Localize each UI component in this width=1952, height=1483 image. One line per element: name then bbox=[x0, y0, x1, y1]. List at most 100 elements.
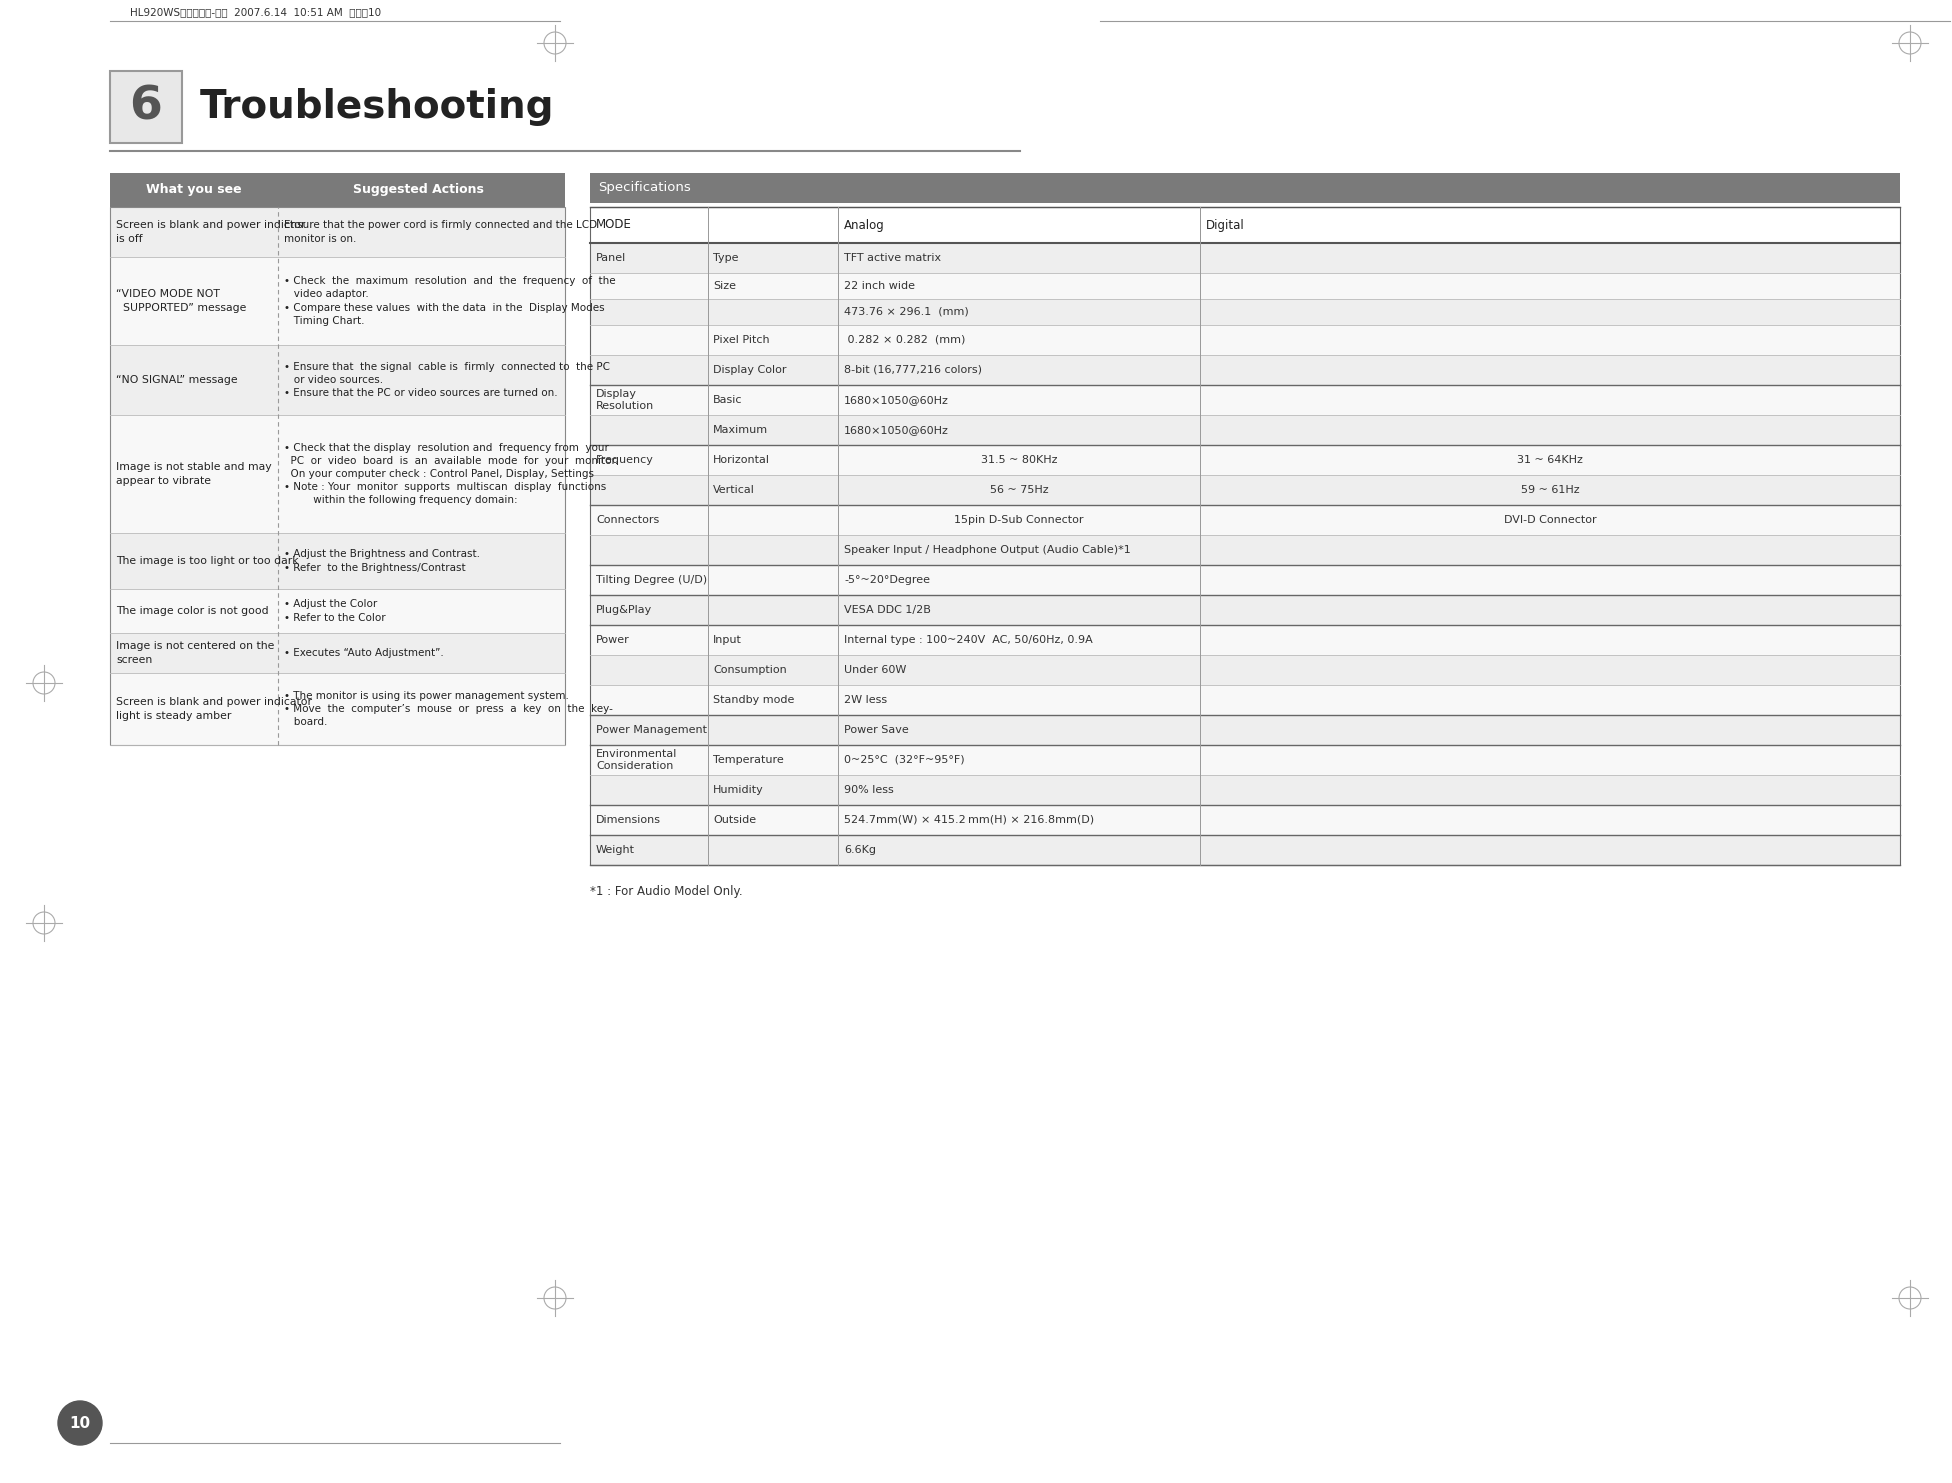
Bar bbox=[590, 208, 1899, 243]
Bar bbox=[109, 346, 564, 415]
Text: Power Management: Power Management bbox=[595, 725, 707, 736]
Text: Suggested Actions: Suggested Actions bbox=[353, 184, 484, 197]
Text: • Check  the  maximum  resolution  and  the  frequency  of  the
   video adaptor: • Check the maximum resolution and the f… bbox=[283, 276, 615, 326]
Text: • Adjust the Color
• Refer to the Color: • Adjust the Color • Refer to the Color bbox=[283, 599, 386, 623]
Text: 15pin D-Sub Connector: 15pin D-Sub Connector bbox=[955, 515, 1083, 525]
Bar bbox=[590, 208, 1899, 865]
Bar bbox=[590, 565, 1899, 595]
Text: Horizontal: Horizontal bbox=[712, 455, 769, 466]
Text: What you see: What you see bbox=[146, 184, 242, 197]
Bar bbox=[590, 835, 1899, 865]
Text: 2W less: 2W less bbox=[843, 696, 886, 704]
Text: Internal type : 100~240V  AC, 50/60Hz, 0.9A: Internal type : 100~240V AC, 50/60Hz, 0.… bbox=[843, 635, 1093, 645]
Text: 90% less: 90% less bbox=[843, 785, 894, 795]
Text: Temperature: Temperature bbox=[712, 755, 785, 765]
Text: Digital: Digital bbox=[1206, 218, 1245, 231]
Text: 1680×1050@60Hz: 1680×1050@60Hz bbox=[843, 426, 949, 435]
Text: TFT active matrix: TFT active matrix bbox=[843, 254, 941, 262]
Bar bbox=[590, 475, 1899, 506]
Text: 6.6Kg: 6.6Kg bbox=[843, 845, 876, 856]
Bar bbox=[590, 715, 1899, 744]
Text: 6: 6 bbox=[129, 85, 162, 129]
Bar bbox=[109, 532, 564, 589]
Text: • Check that the display  resolution and  frequency from  your
  PC  or  video  : • Check that the display resolution and … bbox=[283, 442, 619, 506]
Text: Humidity: Humidity bbox=[712, 785, 763, 795]
Text: “NO SIGNAL” message: “NO SIGNAL” message bbox=[115, 375, 238, 386]
Text: Maximum: Maximum bbox=[712, 426, 769, 435]
Bar bbox=[590, 776, 1899, 805]
Bar bbox=[590, 325, 1899, 354]
Text: Speaker Input / Headphone Output (Audio Cable)*1: Speaker Input / Headphone Output (Audio … bbox=[843, 544, 1130, 555]
Text: 0~25°C  (32°F~95°F): 0~25°C (32°F~95°F) bbox=[843, 755, 964, 765]
Bar bbox=[109, 589, 564, 633]
Text: Analog: Analog bbox=[843, 218, 884, 231]
Bar bbox=[109, 673, 564, 744]
Bar bbox=[590, 655, 1899, 685]
Bar bbox=[590, 744, 1899, 776]
Text: Power Save: Power Save bbox=[843, 725, 910, 736]
Text: Under 60W: Under 60W bbox=[843, 664, 906, 675]
Bar bbox=[109, 208, 564, 257]
Text: Size: Size bbox=[712, 280, 736, 291]
Bar bbox=[109, 257, 564, 346]
Text: • Ensure that  the signal  cable is  firmly  connected to  the PC
   or video so: • Ensure that the signal cable is firmly… bbox=[283, 362, 609, 399]
Text: MODE: MODE bbox=[595, 218, 632, 231]
Text: Frequency: Frequency bbox=[595, 455, 654, 466]
Text: Image is not stable and may
appear to vibrate: Image is not stable and may appear to vi… bbox=[115, 463, 271, 485]
Text: 56 ~ 75Hz: 56 ~ 75Hz bbox=[990, 485, 1048, 495]
Text: Screen is blank and power indicator
light is steady amber: Screen is blank and power indicator ligh… bbox=[115, 697, 312, 721]
Text: Standby mode: Standby mode bbox=[712, 696, 794, 704]
Circle shape bbox=[59, 1401, 102, 1444]
Text: 22 inch wide: 22 inch wide bbox=[843, 280, 915, 291]
Text: 10: 10 bbox=[70, 1415, 90, 1431]
Text: Weight: Weight bbox=[595, 845, 634, 856]
Text: Environmental
Consideration: Environmental Consideration bbox=[595, 749, 677, 771]
Text: -5°~20°Degree: -5°~20°Degree bbox=[843, 575, 929, 584]
Bar bbox=[109, 415, 564, 532]
Text: “VIDEO MODE NOT
  SUPPORTED” message: “VIDEO MODE NOT SUPPORTED” message bbox=[115, 289, 246, 313]
Bar bbox=[109, 174, 564, 208]
Text: Power: Power bbox=[595, 635, 630, 645]
Bar bbox=[590, 243, 1899, 273]
Text: Screen is blank and power indictor
is off: Screen is blank and power indictor is of… bbox=[115, 221, 305, 243]
Text: Consumption: Consumption bbox=[712, 664, 787, 675]
Text: Connectors: Connectors bbox=[595, 515, 660, 525]
Text: • The monitor is using its power management system.
• Move  the  computer’s  mou: • The monitor is using its power managem… bbox=[283, 691, 613, 727]
Text: • Adjust the Brightness and Contrast.
• Refer  to the Brightness/Contrast: • Adjust the Brightness and Contrast. • … bbox=[283, 549, 480, 572]
Text: Image is not centered on the
screen: Image is not centered on the screen bbox=[115, 642, 275, 664]
Text: The image color is not good: The image color is not good bbox=[115, 607, 269, 615]
Text: Pixel Pitch: Pixel Pitch bbox=[712, 335, 769, 346]
Text: Input: Input bbox=[712, 635, 742, 645]
Text: 59 ~ 61Hz: 59 ~ 61Hz bbox=[1521, 485, 1579, 495]
Text: 0.282 × 0.282  (mm): 0.282 × 0.282 (mm) bbox=[843, 335, 966, 346]
Bar bbox=[590, 506, 1899, 535]
Bar bbox=[109, 71, 182, 142]
Bar bbox=[590, 805, 1899, 835]
Text: 8-bit (16,777,216 colors): 8-bit (16,777,216 colors) bbox=[843, 365, 982, 375]
Text: • Executes “Auto Adjustment”.: • Executes “Auto Adjustment”. bbox=[283, 648, 443, 658]
Text: HL920WS실명시내지-최종  2007.6.14  10:51 AM  페이지10: HL920WS실명시내지-최종 2007.6.14 10:51 AM 페이지10 bbox=[131, 7, 381, 16]
Bar bbox=[590, 300, 1899, 325]
Text: Ensure that the power cord is firmly connected and the LCD
monitor is on.: Ensure that the power cord is firmly con… bbox=[283, 221, 597, 243]
Text: 31 ~ 64KHz: 31 ~ 64KHz bbox=[1517, 455, 1583, 466]
Text: Specifications: Specifications bbox=[597, 181, 691, 194]
Text: Plug&Play: Plug&Play bbox=[595, 605, 652, 615]
Bar bbox=[590, 445, 1899, 475]
Text: Type: Type bbox=[712, 254, 738, 262]
Bar bbox=[109, 633, 564, 673]
Text: Outside: Outside bbox=[712, 816, 755, 825]
Text: Panel: Panel bbox=[595, 254, 627, 262]
Text: 1680×1050@60Hz: 1680×1050@60Hz bbox=[843, 394, 949, 405]
Bar bbox=[590, 624, 1899, 655]
Text: DVI-D Connector: DVI-D Connector bbox=[1503, 515, 1597, 525]
Bar bbox=[590, 415, 1899, 445]
Text: Display Color: Display Color bbox=[712, 365, 787, 375]
Bar bbox=[590, 685, 1899, 715]
Text: Troubleshooting: Troubleshooting bbox=[199, 87, 554, 126]
Text: VESA DDC 1/2B: VESA DDC 1/2B bbox=[843, 605, 931, 615]
Text: Vertical: Vertical bbox=[712, 485, 755, 495]
Bar bbox=[590, 273, 1899, 300]
Text: Basic: Basic bbox=[712, 394, 742, 405]
Text: Display
Resolution: Display Resolution bbox=[595, 389, 654, 411]
Bar bbox=[590, 174, 1899, 203]
